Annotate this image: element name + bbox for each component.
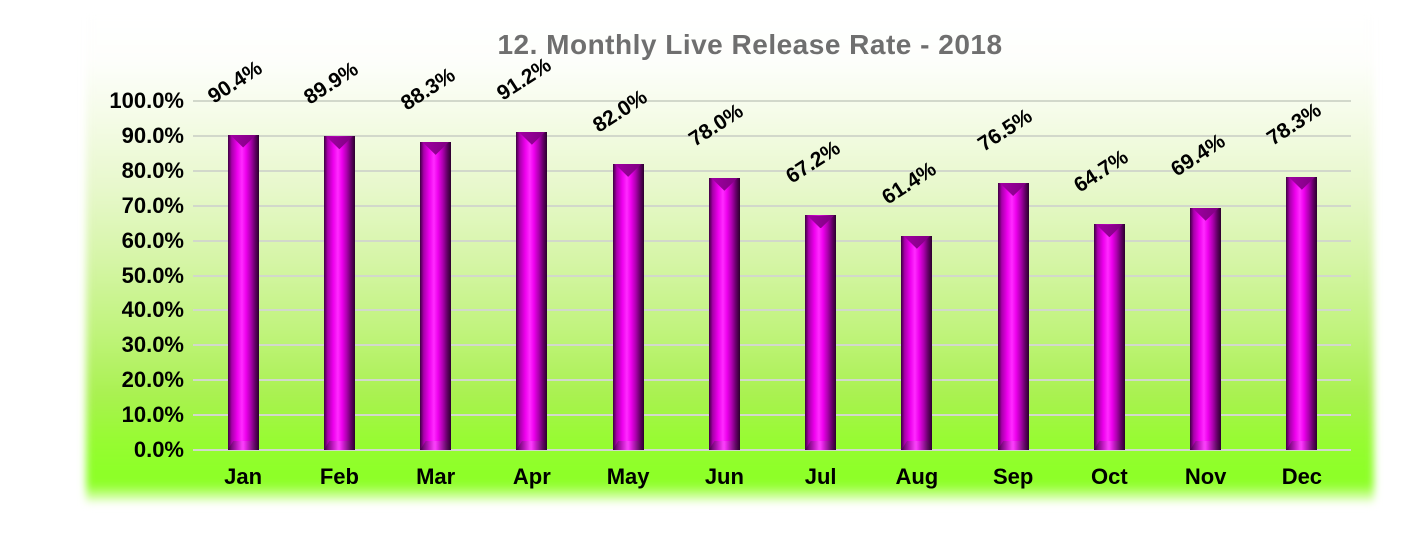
bar-bottom-bevel-icon (997, 441, 1029, 450)
gridline (193, 414, 1351, 417)
bar-top-bevel-icon (422, 141, 449, 155)
bar-top-bevel-icon (1192, 207, 1219, 221)
bar-value-label: 76.5% (974, 104, 1037, 157)
bar-top-bevel-icon (229, 134, 257, 148)
bar-bottom-bevel-icon (1190, 441, 1222, 450)
month-label: Apr (512, 464, 551, 489)
bar-value-label: 67.2% (781, 136, 845, 189)
month-label: Feb (319, 464, 359, 489)
bar (612, 163, 644, 450)
bar-bottom-bevel-icon (1093, 441, 1125, 450)
bar-top-bevel-icon (903, 235, 931, 249)
gridline (193, 169, 1351, 172)
bar (516, 131, 548, 450)
gridline (193, 204, 1351, 207)
y-tick-label: 60.0% (121, 227, 184, 253)
y-tick-label: 50.0% (121, 262, 184, 288)
gridline (193, 239, 1351, 242)
month-label: Mar (416, 464, 456, 489)
y-tick-label: 0.0% (133, 437, 184, 462)
bar-top-bevel-icon (807, 215, 834, 229)
bar (227, 134, 259, 450)
x-axis-labels: Jan Feb Mar Apr May Jun Jul Aug Sep Oct Nov Dec (195, 463, 1350, 493)
gridlines (193, 100, 1351, 452)
gridline (193, 309, 1351, 312)
month-label: May (606, 464, 650, 489)
y-tick-label: 90.0% (121, 122, 184, 148)
y-tick-label: 70.0% (121, 192, 184, 218)
y-tick-label: 100.0% (109, 88, 184, 113)
y-axis-labels: 100.0% 90.0% 80.0% 70.0% 60.0% 50.0% 40.0% 30.0… (60, 89, 186, 462)
bar-top-bevel-icon (711, 177, 738, 191)
bar (708, 177, 740, 450)
bar-bottom-bevel-icon (708, 441, 740, 450)
month-label: Jun (704, 464, 744, 489)
bar (1093, 224, 1125, 450)
bar (1286, 176, 1318, 450)
gridline (193, 134, 1351, 137)
bar-top-bevel-icon (999, 183, 1027, 197)
month-label: Jan (224, 464, 263, 489)
bar (323, 136, 355, 450)
y-tick-label: 20.0% (121, 367, 184, 393)
bar-top-bevel-icon (1096, 224, 1123, 238)
bar (805, 215, 837, 450)
bar-bottom-bevel-icon (805, 441, 837, 450)
bar (901, 235, 933, 450)
bar-bottom-bevel-icon (420, 441, 452, 450)
month-label: Jul (804, 464, 837, 489)
bar-bottom-bevel-icon (323, 441, 355, 450)
bar-value-label: 64.7% (1070, 145, 1133, 198)
month-label: Nov (1184, 464, 1227, 489)
bar-top-bevel-icon (1288, 176, 1316, 190)
bar (420, 141, 452, 450)
bar-bottom-bevel-icon (516, 441, 548, 450)
y-tick-label: 40.0% (121, 297, 184, 323)
bar-value-label: 69.4% (1166, 129, 1230, 181)
y-tick-label: 10.0% (121, 402, 184, 428)
chart-title: 12. Monthly Live Release Rate - 2018 (497, 29, 1003, 60)
bar-value-label: 61.4% (877, 157, 941, 209)
y-tick-label: 30.0% (121, 332, 184, 358)
gridline (193, 344, 1351, 347)
plot-area: 90.4% 89.9% 88.3% 91.2% 82.0% 78.0% 67.2% 61.4%… (195, 53, 1350, 450)
bar (997, 183, 1029, 450)
month-label: Aug (895, 464, 939, 489)
bar-bottom-bevel-icon (1286, 441, 1318, 450)
bar-bottom-bevel-icon (227, 441, 259, 450)
month-label: Oct (1091, 464, 1128, 489)
bar-value-label: 78.3% (1262, 98, 1326, 150)
month-label: Sep (992, 464, 1034, 489)
gridline (193, 274, 1351, 277)
y-tick-label: 80.0% (121, 157, 184, 183)
bar-top-bevel-icon (326, 136, 353, 150)
bar-bottom-bevel-icon (901, 441, 933, 450)
bar-value-label: 78.0% (685, 99, 748, 151)
gridline (193, 379, 1351, 382)
bar-top-bevel-icon (518, 131, 546, 145)
gridline (193, 449, 1351, 451)
bar (1190, 207, 1222, 450)
bar-bottom-bevel-icon (612, 441, 644, 450)
bar-top-bevel-icon (614, 163, 642, 177)
month-label: Dec (1281, 464, 1323, 489)
gridline (193, 100, 1351, 102)
